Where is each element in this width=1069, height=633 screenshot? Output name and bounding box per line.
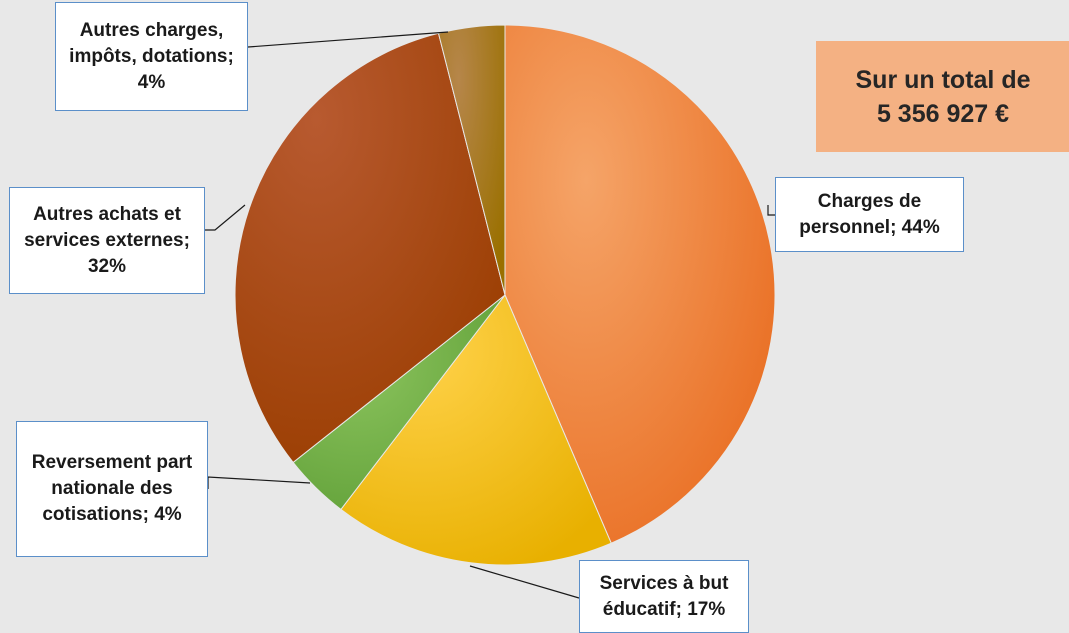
total-line1: Sur un total de <box>855 65 1031 94</box>
slice-label-autres-charges: Autres charges, impôts, dotations; 4% <box>55 2 248 111</box>
leader-line-autres-achats <box>205 204 246 231</box>
pie-slice-services-educatif <box>340 294 612 566</box>
pie-slice-autres-achats <box>234 32 506 464</box>
total-amount: 5 356 927 € <box>876 99 1010 128</box>
slice-label-autres-achats: Autres achats et services externes; 32% <box>9 187 205 294</box>
leader-line-reversement <box>207 476 311 489</box>
leader-line-charges-personnel <box>767 205 775 216</box>
leader-line-services-educatif <box>469 565 580 599</box>
slice-label-charges-personnel: Charges de personnel; 44% <box>775 177 964 252</box>
pie-slice-charges-personnel <box>504 24 776 544</box>
total-box: Sur un total de 5 356 927 € <box>816 41 1069 152</box>
slice-label-services-educatif: Services à but éducatif; 17% <box>579 560 749 633</box>
slice-label-reversement: Reversement part nationale des cotisatio… <box>16 421 208 557</box>
leader-line-autres-charges <box>247 31 449 48</box>
